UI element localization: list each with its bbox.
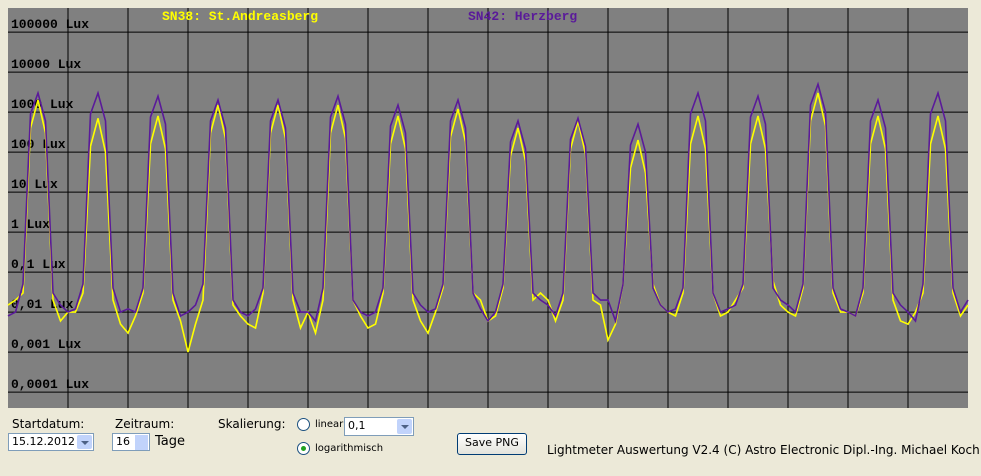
date-picker[interactable]: 15.12.2012 [8,433,94,451]
linear-value: 0,1 [348,419,366,432]
log-label: logarithmisch [315,443,384,454]
y-tick-label: 0,1 Lux [11,257,66,272]
dropdown-button[interactable] [77,435,92,449]
radio-linear[interactable] [297,418,310,431]
y-tick-label: 100 Lux [11,137,66,152]
dropdown-button[interactable] [397,419,412,434]
status-text: Lightmeter Auswertung V2.4 (C) Astro Ele… [547,443,980,457]
radio-log[interactable] [297,442,310,455]
radio-dot [301,446,306,451]
y-tick-label: 1000 Lux [11,97,74,112]
save-button[interactable]: Save PNG [457,433,527,455]
period-spin[interactable]: 16 [112,433,150,451]
y-tick-label: 0,01 Lux [11,297,74,312]
period-value: 16 [116,435,130,448]
data-line [7,81,969,324]
chart: 100000 Lux 10000 Lux 1000 Lux 100 Lux 10 Lux… [7,8,969,408]
y-tick-label: 10000 Lux [11,57,81,72]
y-tick-label: 100000 Lux [11,17,89,32]
scale-label: Skalierung: [218,417,286,431]
period-label: Zeitraum: [115,417,175,431]
date-value: 15.12.2012 [12,435,75,448]
start-label: Startdatum: [12,417,85,431]
spin-buttons[interactable] [135,435,148,450]
y-tick-label: 0,0001 Lux [11,377,89,392]
linear-label: linear [315,419,344,430]
y-tick-label: 1 Lux [11,217,50,232]
legend-entry: SN38: St.Andreasberg [162,9,318,24]
period-unit: Tage [155,434,186,449]
legend-entry: SN42: Herzberg [468,9,577,24]
linear-combo[interactable]: 0,1 [344,417,414,436]
y-tick-label: 0,001 Lux [11,337,81,352]
y-tick-label: 10 Lux [11,177,58,192]
